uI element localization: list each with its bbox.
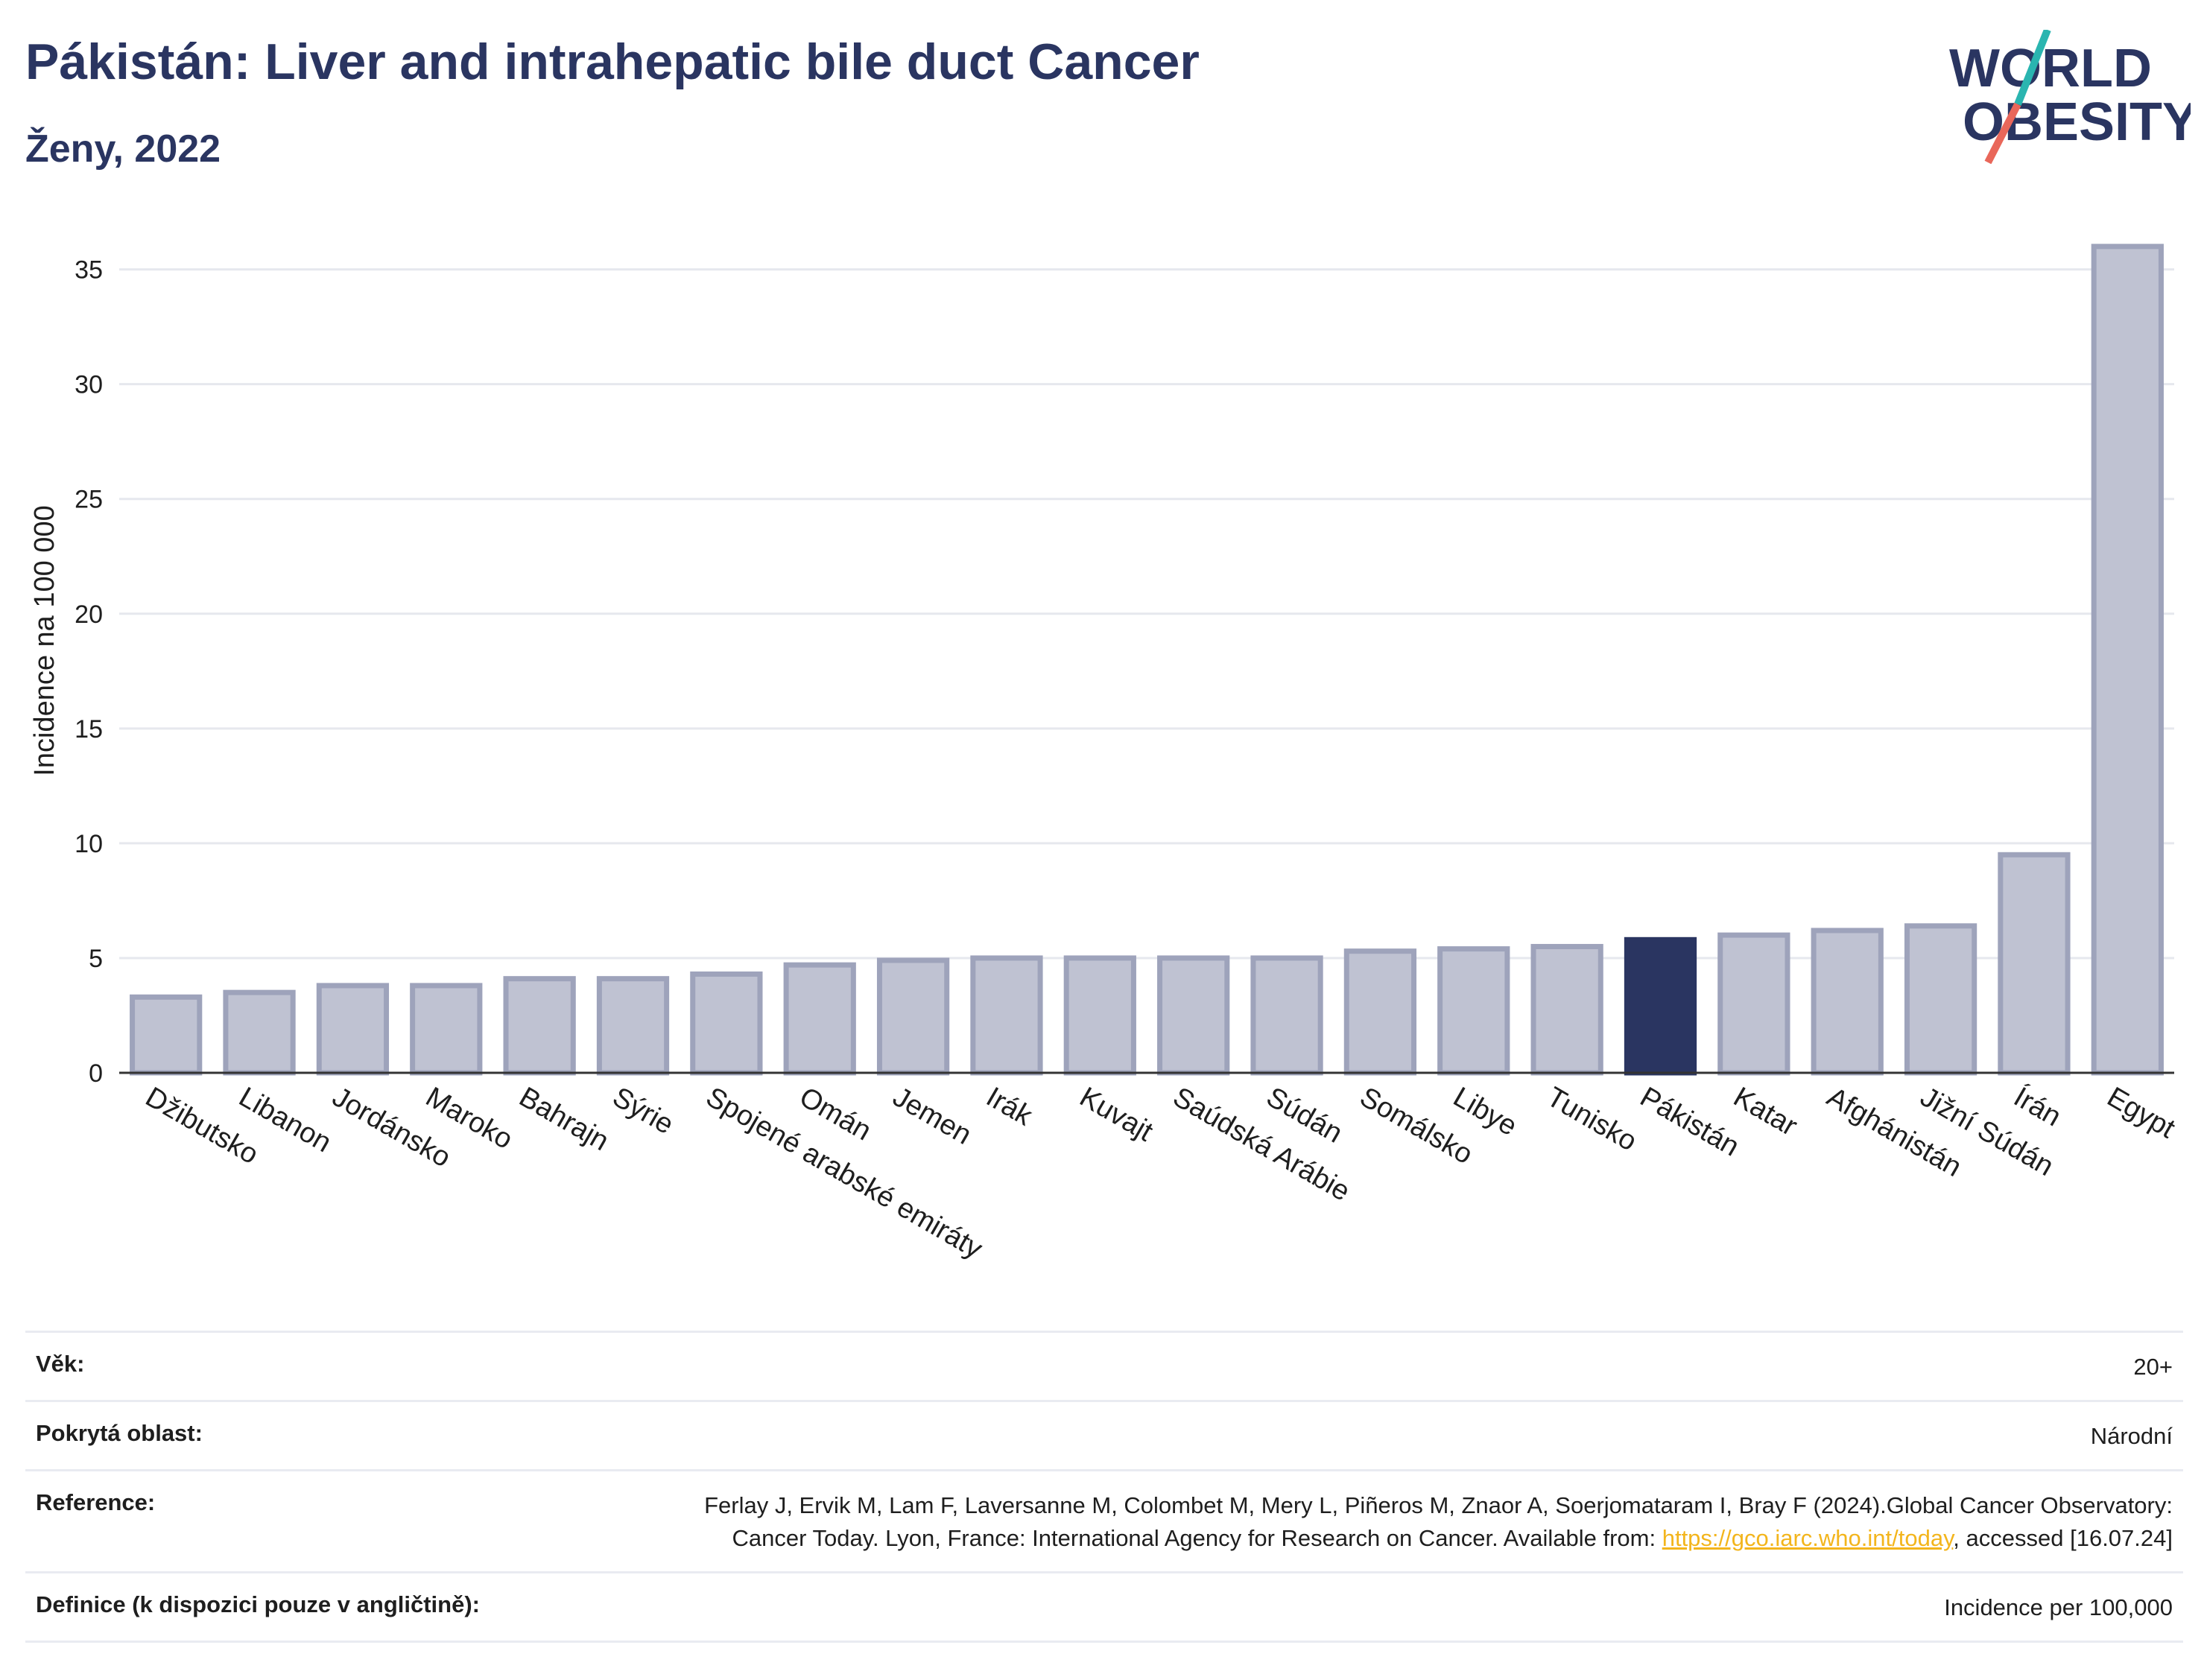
reference-label: Reference:	[36, 1489, 156, 1515]
x-tick-label: Pákistán	[1635, 1081, 1744, 1162]
bar	[1250, 955, 1323, 1076]
info-table: Věk: 20+ Pokrytá oblast: Národní Referen…	[25, 1331, 2183, 1643]
y-tick-label: 25	[75, 486, 103, 514]
bar	[1530, 944, 1603, 1076]
y-tick-label: 0	[89, 1059, 103, 1088]
y-tick-label: 15	[75, 715, 103, 744]
y-axis-ticks: 0 5 10 15 20 25 30 35	[75, 256, 103, 1088]
bar	[1157, 955, 1230, 1076]
definition-value: Incidence per 100,000	[1944, 1594, 2173, 1620]
x-tick-label: Bahrajn	[514, 1081, 614, 1157]
bar	[1717, 932, 1790, 1076]
coverage-value: Národní	[2090, 1423, 2173, 1449]
reference-text: Ferlay J, Ervik M, Lam F, Laversanne M, …	[704, 1492, 2173, 1551]
bar	[970, 955, 1043, 1076]
bar	[2091, 244, 2164, 1076]
bar	[596, 976, 670, 1076]
bar	[503, 976, 576, 1076]
y-tick-label: 35	[75, 256, 103, 285]
bar	[876, 957, 950, 1076]
bar	[1343, 948, 1417, 1076]
bar	[1998, 852, 2071, 1076]
reference-text-after: , accessed [16.07.24]	[1953, 1525, 2173, 1551]
x-tick-label: Kuvajt	[1074, 1081, 1159, 1147]
x-tick-label: Írán	[2008, 1081, 2066, 1133]
bar-highlighted	[1624, 936, 1697, 1076]
gridlines	[119, 268, 2174, 960]
bar	[410, 983, 483, 1076]
world-obesity-logo: WORLD OBESITY	[1949, 30, 2191, 164]
y-tick-label: 10	[75, 830, 103, 858]
x-tick-label: Irák	[981, 1081, 1038, 1132]
definition-label: Definice (k dispozici pouze v angličtině…	[36, 1591, 480, 1617]
info-row-reference: Reference: Ferlay J, Ervik M, Lam F, Lav…	[25, 1469, 2183, 1571]
page-title: Pákistán: Liver and intrahepatic bile du…	[25, 34, 1200, 90]
bars	[130, 244, 2164, 1076]
age-value: 20+	[2133, 1354, 2173, 1380]
bar	[1904, 923, 1977, 1076]
y-tick-label: 20	[75, 600, 103, 629]
coverage-label: Pokrytá oblast:	[36, 1420, 203, 1446]
age-label: Věk:	[36, 1351, 85, 1377]
reference-value: Ferlay J, Ervik M, Lam F, Laversanne M, …	[683, 1489, 2173, 1555]
bar	[130, 994, 203, 1076]
bar	[316, 983, 390, 1076]
logo-line1: WORLD	[1949, 39, 2152, 98]
x-tick-label: Sýrie	[607, 1081, 679, 1141]
info-row-age: Věk: 20+	[25, 1331, 2183, 1400]
bar-chart: 0 5 10 15 20 25 30 35 DžibutskoLibanonJordánsko…	[29, 244, 2180, 1265]
y-axis-title: Incidence na 100 000	[29, 505, 60, 776]
logo-slash-top	[2014, 30, 2051, 106]
x-axis-labels: DžibutskoLibanonJordánskoMarokoBahrajnSý…	[140, 1081, 2180, 1265]
info-row-coverage: Pokrytá oblast: Národní	[25, 1400, 2183, 1469]
x-tick-label: Tunisko	[1542, 1081, 1642, 1157]
bar	[223, 989, 296, 1076]
x-tick-label: Jemen	[887, 1081, 977, 1150]
bar	[1811, 928, 1884, 1076]
bar	[1437, 946, 1510, 1076]
page-subtitle: Ženy, 2022	[25, 127, 221, 171]
y-tick-label: 5	[89, 945, 103, 973]
bar	[690, 971, 763, 1076]
logo-slash-bottom	[1984, 102, 2021, 164]
reference-link[interactable]: https://gco.iarc.who.int/today	[1662, 1525, 1954, 1551]
x-tick-label: Egypt	[2102, 1081, 2181, 1144]
bar	[783, 962, 856, 1076]
bar	[1063, 955, 1136, 1076]
y-tick-label: 30	[75, 371, 103, 399]
info-row-definition: Definice (k dispozici pouze v angličtině…	[25, 1571, 2183, 1643]
